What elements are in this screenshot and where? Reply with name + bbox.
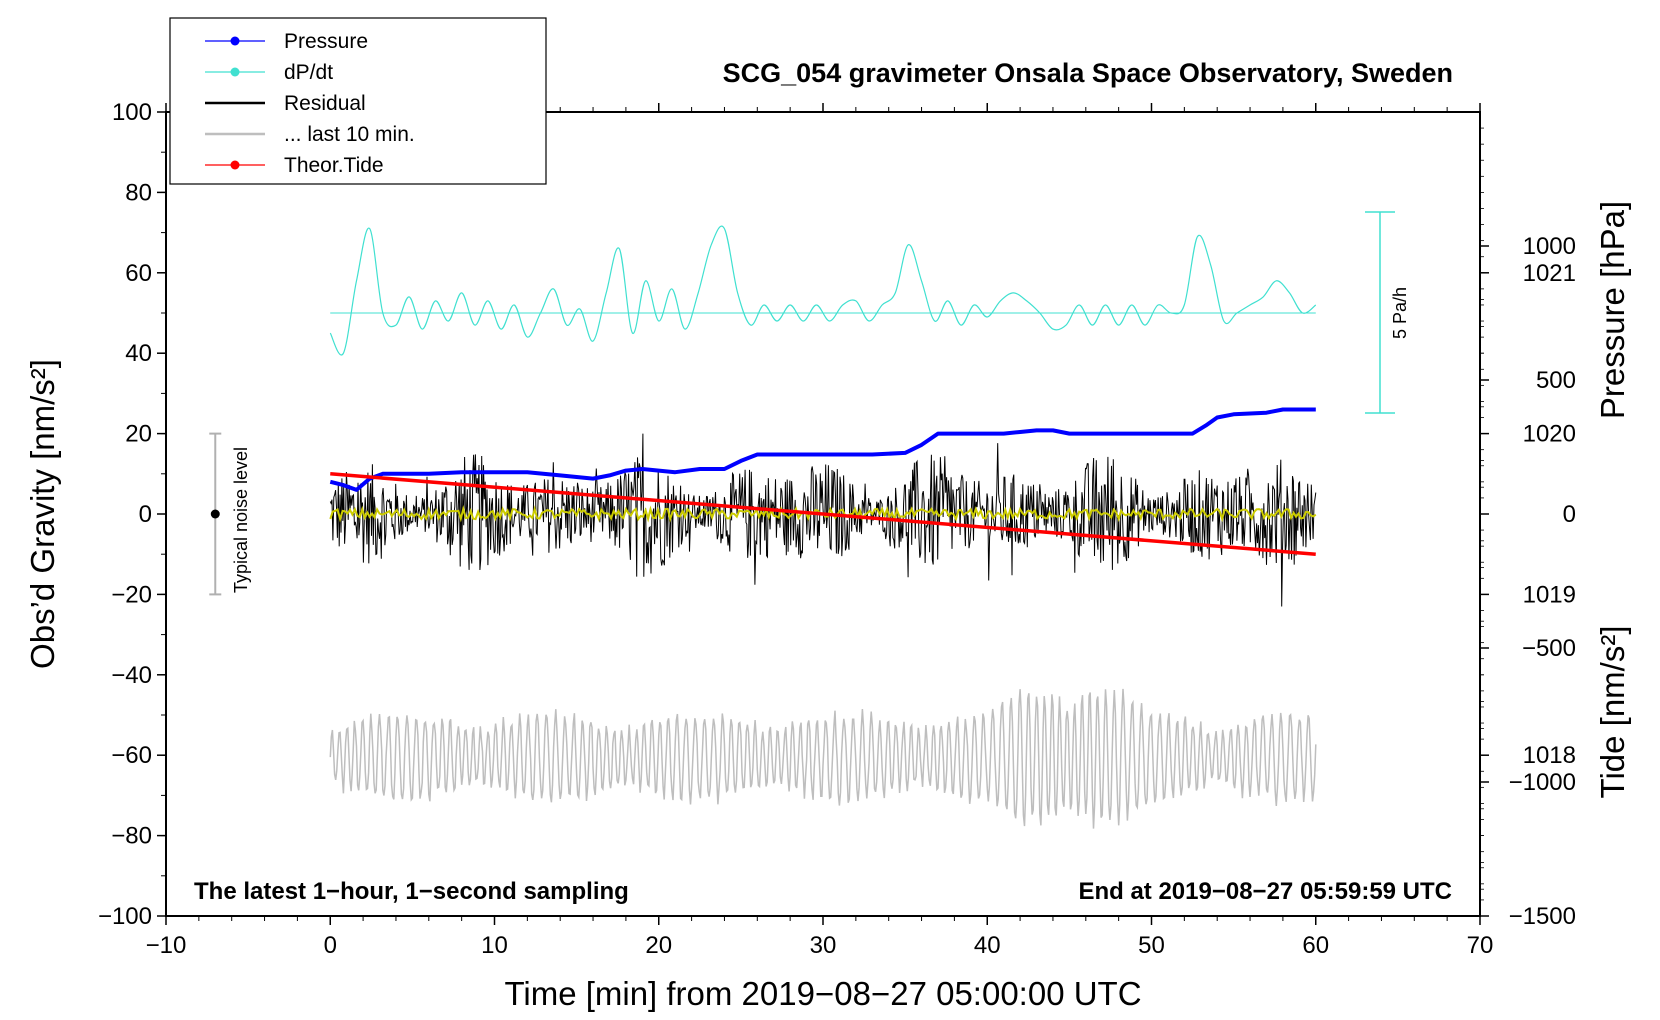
pressure-axis: 1018 1019 1020 1021 — [1480, 127, 1576, 901]
legend-label: Residual — [284, 92, 366, 115]
y-tick-label: −20 — [111, 581, 152, 608]
tide-tick-label: 1000 — [1523, 233, 1576, 260]
x-tick-label: 20 — [645, 932, 672, 959]
legend-label: dP/dt — [284, 61, 333, 84]
y-tick-label: 80 — [125, 179, 152, 206]
dpdt-series — [329, 225, 1317, 356]
x-axis-title: Time [min] from 2019−08−27 05:00:00 UTC — [504, 975, 1141, 1012]
x-tick-label: 70 — [1467, 932, 1494, 959]
legend-label: Theor.Tide — [284, 154, 384, 177]
tide-tick-label: 0 — [1563, 501, 1576, 528]
y-axis-title-left: Obs’d Gravity [nm/s²] — [24, 359, 61, 669]
legend-marker — [230, 67, 240, 77]
legend-marker — [230, 160, 240, 170]
tide-tick-label: 500 — [1536, 367, 1576, 394]
legend-marker — [230, 36, 240, 46]
pressure-tick-label: 1019 — [1523, 581, 1576, 608]
dpdt-line — [329, 225, 1317, 356]
y-tick-label: −80 — [111, 823, 152, 850]
y-tick-label: −100 — [98, 903, 152, 930]
noise-label: Typical noise level — [231, 447, 251, 593]
legend: Pressure dP/dt Residual ... last 10 min. The… — [169, 17, 547, 185]
last-10-min-line — [329, 688, 1317, 829]
note-sampling: The latest 1−hour, 1−second sampling — [194, 878, 629, 905]
pressure-tick-label: 1018 — [1523, 742, 1576, 769]
x-tick-label: −10 — [146, 932, 187, 959]
x-tick-label: 0 — [324, 932, 337, 959]
pressure-tick-label: 1020 — [1523, 421, 1576, 448]
typical-noise-bar — [209, 432, 222, 596]
noise-bar-dot — [210, 509, 220, 519]
x-tick-label: 50 — [1138, 932, 1165, 959]
tide-tick-label: −500 — [1522, 635, 1576, 662]
legend-label: Pressure — [284, 30, 368, 53]
pressure-line — [329, 407, 1316, 492]
last-10-min-series — [329, 688, 1317, 829]
y-axis-left: −100 −80 −60 −40 −20 0 20 40 60 80 100 — [98, 99, 166, 930]
residual-series — [329, 433, 1317, 607]
x-tick-label: 10 — [481, 932, 508, 959]
pressure-tick-label: 1021 — [1523, 260, 1576, 287]
x-axis: −10 0 10 20 30 40 50 60 70 — [146, 103, 1494, 959]
x-tick-label: 60 — [1302, 932, 1329, 959]
note-end-time: End at 2019−08−27 05:59:59 UTC — [1078, 878, 1452, 905]
y-tick-label: −60 — [111, 742, 152, 769]
dpdt-scale-bar — [1365, 211, 1395, 414]
y-tick-label: 60 — [125, 260, 152, 287]
x-tick-label: 30 — [810, 932, 837, 959]
y-tick-label: 40 — [125, 340, 152, 367]
chart-title: SCG_054 gravimeter Onsala Space Observat… — [723, 58, 1453, 88]
tide-line — [330, 472, 1316, 556]
x-tick-label: 40 — [974, 932, 1001, 959]
scale-bar-label: 5 Pa/h — [1390, 287, 1410, 339]
legend-box — [169, 17, 547, 185]
y-axis-title-tide: Tide [nm/s²] — [1594, 626, 1631, 799]
y-tick-label: −40 — [111, 662, 152, 689]
y-tick-label: 100 — [112, 99, 152, 126]
y-tick-label: 20 — [125, 421, 152, 448]
theoretical-tide-series — [330, 472, 1316, 556]
tide-tick-label: −1500 — [1509, 903, 1576, 930]
y-tick-label: 0 — [139, 501, 152, 528]
pressure-series — [329, 407, 1316, 492]
tide-axis: −1500 −1000 −500 0 500 1000 — [1480, 233, 1576, 930]
legend-label: ... last 10 min. — [284, 123, 415, 146]
residual-line — [329, 433, 1317, 607]
y-axis-title-pressure: Pressure [hPa] — [1594, 201, 1631, 419]
tide-tick-label: −1000 — [1509, 769, 1576, 796]
